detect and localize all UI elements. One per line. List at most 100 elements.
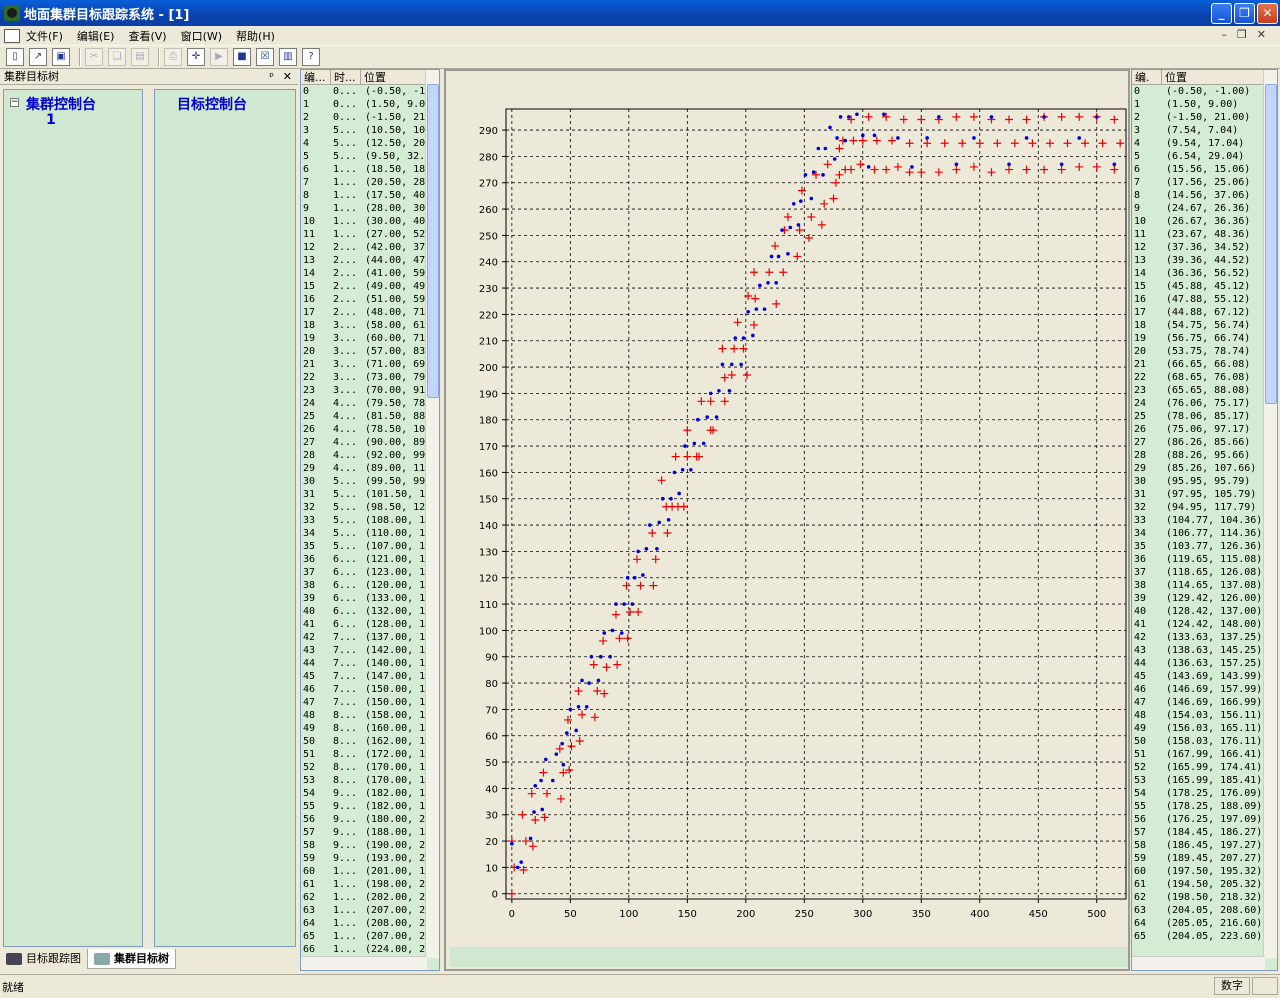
table-row[interactable]: 17 (44.88, 67.12) [1132,306,1277,319]
table-row[interactable]: 5 5... (9.50, 32.0 [301,150,439,163]
table-row[interactable]: 18 (54.75, 56.74) [1132,319,1277,332]
table-row[interactable]: 19 3... (60.00, 71. [301,332,439,345]
table-row[interactable]: 40 (128.42, 137.00) [1132,605,1277,618]
table-row[interactable]: 41 (124.42, 148.00) [1132,618,1277,631]
table-row[interactable]: 10 1... (30.00, 40. [301,215,439,228]
table-row[interactable]: 39 6... (133.00, 13 [301,592,439,605]
table-row[interactable]: 59 (189.45, 207.27) [1132,852,1277,865]
table-row[interactable]: 6 1... (18.50, 18. [301,163,439,176]
table-row[interactable]: 39 (129.42, 126.00) [1132,592,1277,605]
table-row[interactable]: 19 (56.75, 66.74) [1132,332,1277,345]
table-row[interactable]: 8 1... (17.50, 40. [301,189,439,202]
table-row[interactable]: 2 (-1.50, 21.00) [1132,111,1277,124]
table-row[interactable]: 6 (15.56, 15.06) [1132,163,1277,176]
table-row[interactable]: 48 (154.03, 156.11) [1132,709,1277,722]
tab-cluster-tree[interactable]: 集群目标树 [87,949,176,969]
table-row[interactable]: 45 7... (147.00, 14 [301,670,439,683]
menu-edit[interactable]: 编辑(E) [76,29,115,43]
table-row[interactable]: 60 1... (201.00, 19 [301,865,439,878]
table-row[interactable]: 29 4... (89.00, 111 [301,462,439,475]
horizontal-scrollbar[interactable] [1132,956,1265,970]
table-row[interactable]: 56 9... (180.00, 20 [301,813,439,826]
table-row[interactable]: 43 7... (142.00, 14 [301,644,439,657]
table-row[interactable]: 15 2... (49.00, 49. [301,280,439,293]
table-row[interactable]: 27 (86.26, 85.66) [1132,436,1277,449]
tab-tracking-chart[interactable]: 目标跟踪图 [0,949,87,969]
table-row[interactable]: 36 6... (121.00, 11 [301,553,439,566]
table-row[interactable]: 13 2... (44.00, 47. [301,254,439,267]
table-row[interactable]: 36 (119.65, 115.08) [1132,553,1277,566]
table-row[interactable]: 22 3... (73.00, 79. [301,371,439,384]
scroll-thumb[interactable] [427,84,439,398]
table-row[interactable]: 54 9... (182.00, 18 [301,787,439,800]
table-row[interactable]: 16 2... (51.00, 59. [301,293,439,306]
table-row[interactable]: 65 1... (207.00, 22 [301,930,439,943]
new-icon[interactable]: ▯ [6,48,24,66]
col-header-position[interactable]: 位置 [1162,70,1264,84]
table-row[interactable]: 9 1... (28.00, 30. [301,202,439,215]
col-header-time[interactable]: 时... [331,70,361,84]
help-icon[interactable]: ? [302,48,320,66]
table-row[interactable]: 1 0... (1.50, 9.00 [301,98,439,111]
table-row[interactable]: 38 6... (120.00, 13 [301,579,439,592]
table-row[interactable]: 40 6... (132.00, 14 [301,605,439,618]
close-x-icon[interactable]: ☒ [256,48,274,66]
table-row[interactable]: 51 8... (172.00, 17 [301,748,439,761]
table-row[interactable]: 3 (7.54, 7.04) [1132,124,1277,137]
table-row[interactable]: 58 (186.45, 197.27) [1132,839,1277,852]
table-row[interactable]: 57 9... (188.00, 19 [301,826,439,839]
table-row[interactable]: 25 (78.06, 85.17) [1132,410,1277,423]
stop-icon[interactable]: ■ [233,48,251,66]
play-icon[interactable]: ▶ [210,48,228,66]
table-row[interactable]: 31 (97.95, 105.79) [1132,488,1277,501]
table-row[interactable]: 12 (37.36, 34.52) [1132,241,1277,254]
table-row[interactable]: 24 4... (79.50, 78. [301,397,439,410]
table-row[interactable]: 54 (178.25, 176.09) [1132,787,1277,800]
table-row[interactable]: 55 (178.25, 188.09) [1132,800,1277,813]
restore-button[interactable]: ❐ [1234,3,1255,24]
table-row[interactable]: 56 (176.25, 197.09) [1132,813,1277,826]
table-row[interactable]: 51 (167.99, 166.41) [1132,748,1277,761]
close-button[interactable]: ✕ [1257,3,1278,24]
table-row[interactable]: 32 5... (98.50, 121 [301,501,439,514]
table-row[interactable]: 21 3... (71.00, 69. [301,358,439,371]
copy-icon[interactable]: ❏ [108,48,126,66]
table-row[interactable]: 64 (205.05, 216.60) [1132,917,1277,930]
table-row[interactable]: 61 1... (198.00, 20 [301,878,439,891]
table-row[interactable]: 45 (143.69, 143.99) [1132,670,1277,683]
mdi-controls[interactable]: –❐✕ [1221,28,1276,41]
table-row[interactable]: 47 (146.69, 166.99) [1132,696,1277,709]
table-row[interactable]: 14 2... (41.00, 59. [301,267,439,280]
table-row[interactable]: 35 (103.77, 126.36) [1132,540,1277,553]
table-row[interactable]: 17 2... (48.00, 71. [301,306,439,319]
table-row[interactable]: 50 8... (162.00, 18 [301,735,439,748]
table-row[interactable]: 65 (204.05, 223.60) [1132,930,1277,943]
col-header-position[interactable]: 位置 [361,70,427,84]
table-row[interactable]: 53 8... (170.00, 18 [301,774,439,787]
table-row[interactable]: 61 (194.50, 205.32) [1132,878,1277,891]
paste-icon[interactable]: ▤ [131,48,149,66]
table-row[interactable]: 10 (26.67, 36.36) [1132,215,1277,228]
table-row[interactable]: 64 1... (208.00, 22 [301,917,439,930]
table-row[interactable]: 1 (1.50, 9.00) [1132,98,1277,111]
table-row[interactable]: 59 9... (193.00, 21 [301,852,439,865]
table-row[interactable]: 58 9... (190.00, 20 [301,839,439,852]
table-row[interactable]: 28 (88.26, 95.66) [1132,449,1277,462]
table-row[interactable]: 46 (146.69, 157.99) [1132,683,1277,696]
table-row[interactable]: 60 (197.50, 195.32) [1132,865,1277,878]
table-row[interactable]: 3 5... (10.50, 10. [301,124,439,137]
tree-child-1[interactable]: 1 [46,112,56,128]
table-row[interactable]: 16 (47.88, 55.12) [1132,293,1277,306]
table-row[interactable]: 29 (85.26, 107.66) [1132,462,1277,475]
cluster-tree[interactable]: − 集群控制台 1 [3,89,143,947]
estimate-grid[interactable]: 编. 位置 0 (-0.50, -1.00) 1 (1.50, 9.00) 2 (-1.5… [1131,69,1278,971]
close-icon[interactable]: ✕ [282,70,292,83]
table-row[interactable]: 52 8... (170.00, 17 [301,761,439,774]
pin-icon[interactable]: ᵖ [269,70,274,83]
table-row[interactable]: 18 3... (58.00, 61. [301,319,439,332]
table-row[interactable]: 49 8... (160.00, 16 [301,722,439,735]
table-row[interactable]: 38 (114.65, 137.08) [1132,579,1277,592]
open-icon[interactable]: ↗ [29,48,47,66]
minimize-button[interactable]: _ [1211,3,1232,24]
col-header-index[interactable]: 编. [1132,70,1162,84]
